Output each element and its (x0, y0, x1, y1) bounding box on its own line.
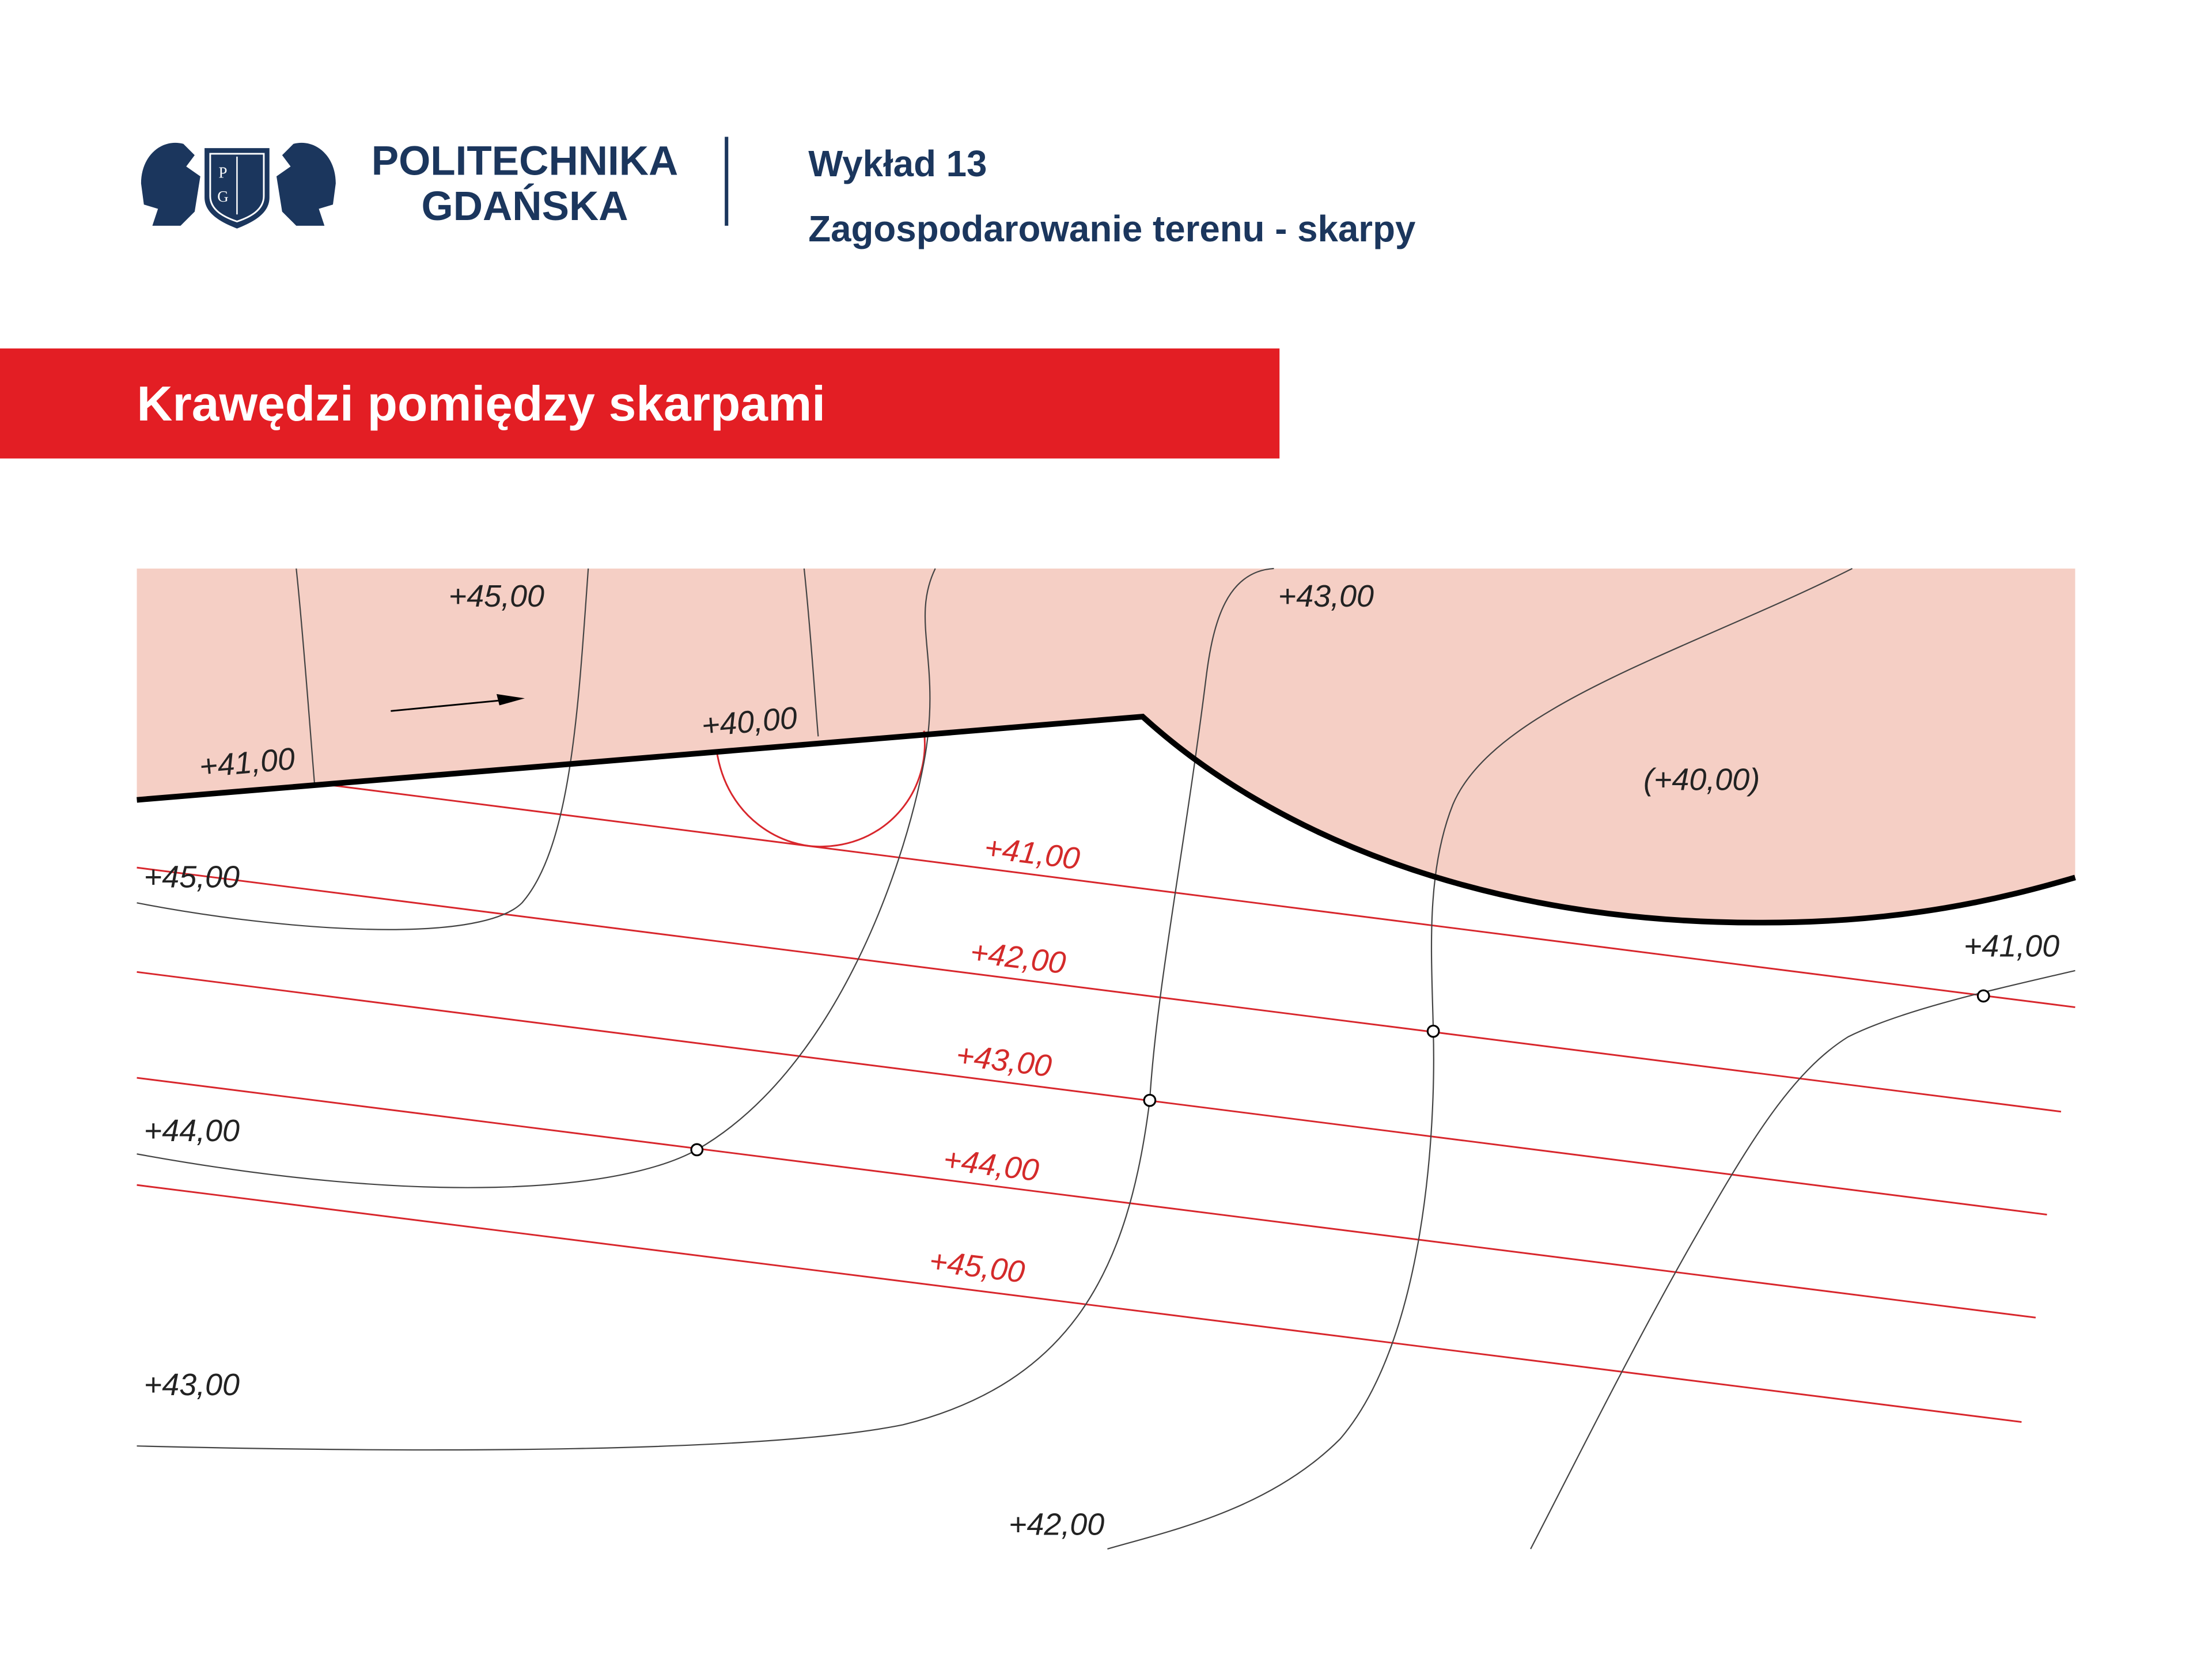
logo-lion-left (141, 142, 200, 226)
university-name: GDAŃSKA (422, 184, 628, 229)
logo-shield-border (209, 153, 265, 223)
section-title: Krawędzi pomiędzy skarpami (137, 376, 825, 431)
elevation-label: +43,00 (1278, 579, 1374, 613)
elevation-label: +42,00 (1009, 1507, 1104, 1541)
elevation-label: +43,00 (144, 1368, 240, 1402)
lecture-topic: Zagospodarowanie terenu - skarpy (808, 209, 1416, 249)
contour-line (137, 567, 1274, 1451)
red-contour (137, 866, 2062, 1113)
intersection-point (690, 1143, 704, 1157)
red-contour (324, 783, 2075, 1009)
red-contour (137, 971, 2047, 1216)
red-contour (137, 1077, 2036, 1319)
contour-line (137, 568, 936, 1188)
direction-arrow (391, 699, 508, 712)
red-arc (715, 730, 926, 848)
elevation-label: +41,00 (1964, 929, 2059, 963)
drawing: +45,00 +43,00 +40,00 +41,00 (+40,00) +45… (137, 567, 2076, 1550)
logo: P G (141, 142, 336, 229)
elevation-label: +44,00 (144, 1113, 240, 1148)
intersection-point (1976, 989, 1990, 1003)
contour-line (1530, 969, 2075, 1550)
embankment-area (137, 568, 2075, 923)
red-elevation-label: +45,00 (927, 1244, 1027, 1290)
arrow-head (497, 694, 525, 706)
lecture-number: Wykład 13 (808, 143, 987, 184)
logo-letter: G (217, 188, 228, 205)
red-elevation-label: +42,00 (968, 935, 1067, 981)
logo-letter: P (218, 164, 227, 181)
contour-line (296, 568, 316, 785)
slope-edge (137, 714, 2076, 926)
elevation-label: +45,00 (449, 579, 544, 613)
contour-line (137, 568, 589, 930)
red-elevation-label: +43,00 (954, 1037, 1053, 1084)
elevation-label: (+40,00) (1643, 762, 1760, 797)
elevation-label: +45,00 (144, 859, 240, 894)
red-contour (137, 1184, 2022, 1423)
logo-lion-right (276, 142, 336, 226)
elevation-label: +41,00 (198, 741, 297, 784)
university-name: POLITECHNIKA (372, 139, 679, 184)
intersection-point (1143, 1093, 1157, 1107)
contour-line (803, 568, 819, 737)
title-banner (0, 348, 1280, 459)
elevation-label: +40,00 (700, 700, 798, 743)
intersection-point (1426, 1024, 1440, 1038)
